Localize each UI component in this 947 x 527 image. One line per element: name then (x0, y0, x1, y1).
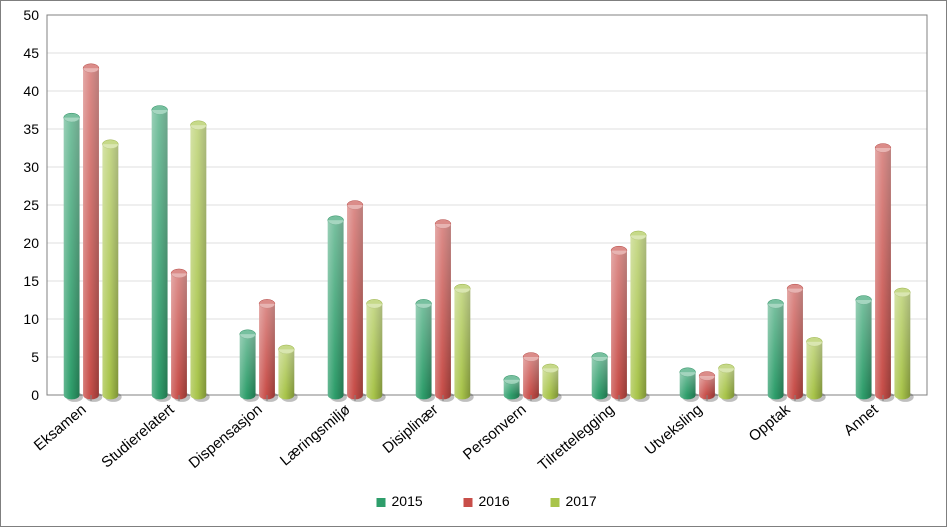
y-tick-label: 35 (23, 121, 39, 137)
category-label: Dispensasjon (186, 401, 266, 472)
legend-item: 2016 (464, 493, 510, 509)
category-label: Annet (841, 401, 883, 440)
category-label: Eksamen (31, 401, 90, 454)
bar (435, 220, 451, 400)
bar (454, 284, 470, 399)
bar (718, 364, 734, 399)
bar (152, 106, 168, 400)
legend-label: 2015 (392, 493, 423, 509)
y-tick-label: 40 (23, 83, 39, 99)
bar (768, 299, 784, 399)
bar (504, 375, 520, 399)
category-label: Disiplinær (380, 401, 442, 457)
y-tick-label: 20 (23, 235, 39, 251)
legend-label: 2016 (479, 493, 510, 509)
bar (630, 231, 646, 399)
legend-swatch (377, 498, 386, 507)
bar (856, 296, 872, 400)
bar (171, 269, 187, 399)
bar (611, 246, 627, 399)
y-tick-label: 25 (23, 197, 39, 213)
bar (240, 330, 256, 400)
bar (680, 368, 696, 400)
y-tick-label: 30 (23, 159, 39, 175)
y-tick-label: 45 (23, 45, 39, 61)
bar (64, 113, 80, 399)
y-tick-label: 0 (31, 387, 39, 403)
chart-frame: 0 5 10 15 20 25 30 35 40 45 50 EksamenStudierelater… (0, 0, 947, 527)
bar (366, 299, 382, 399)
y-tick-label: 5 (31, 349, 39, 365)
bar (787, 284, 803, 399)
category-label: Studierelatert (98, 401, 178, 472)
bar (190, 121, 206, 400)
bar (347, 201, 363, 400)
bar (592, 353, 608, 400)
legend-item: 2015 (377, 493, 423, 509)
category-label: Opptak (746, 401, 794, 445)
legend-label: 2017 (566, 493, 597, 509)
bar (278, 345, 294, 399)
bar (83, 64, 99, 400)
bar (259, 299, 275, 399)
bar (523, 353, 539, 400)
legend: 2015 2016 2017 (377, 493, 597, 509)
bar-chart: 0 5 10 15 20 25 30 35 40 45 50 EksamenStudierelater… (7, 7, 940, 520)
legend-swatch (551, 498, 560, 507)
chart-container: 0 5 10 15 20 25 30 35 40 45 50 EksamenStudierelater… (7, 7, 940, 520)
category-label: Utveksling (642, 401, 706, 459)
bar (875, 144, 891, 400)
bar (542, 364, 558, 399)
y-tick-label: 15 (23, 273, 39, 289)
y-tick-label: 50 (23, 7, 39, 23)
category-label: Tilrettelegging (535, 401, 618, 474)
bar (416, 299, 432, 399)
legend-item: 2017 (551, 493, 597, 509)
bar (328, 216, 344, 400)
bar (102, 140, 118, 400)
legend-swatch (464, 498, 473, 507)
y-tick-label: 10 (23, 311, 39, 327)
bar (894, 288, 910, 399)
category-label: Læringsmiljø (277, 401, 354, 469)
category-label: Personvern (460, 401, 530, 463)
bar (806, 337, 822, 399)
